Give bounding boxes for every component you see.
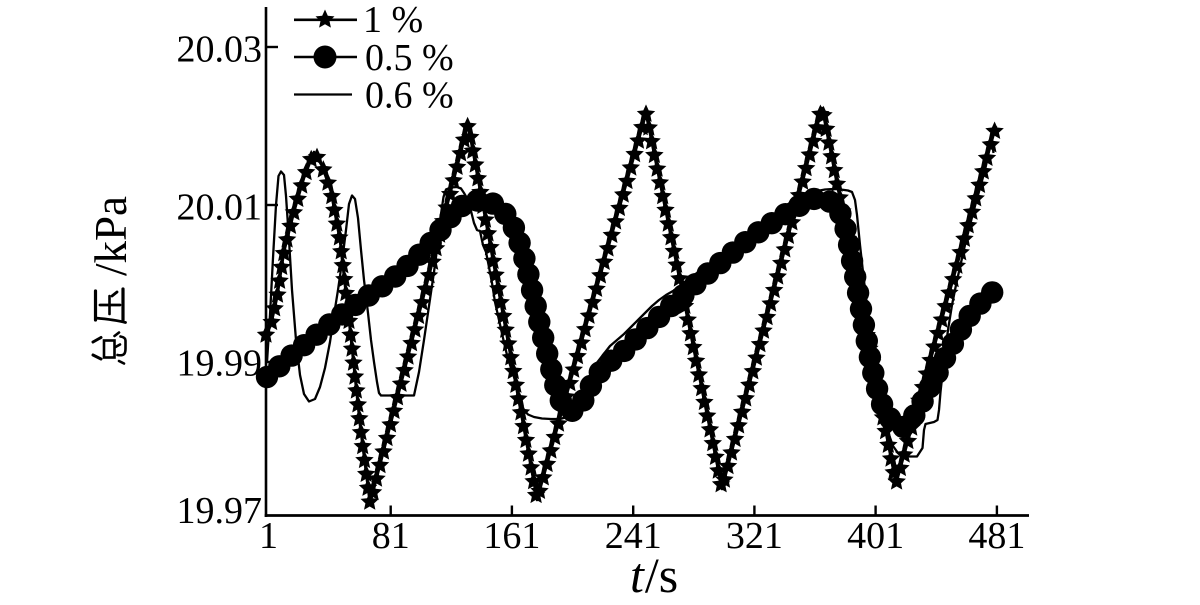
- svg-text:401: 401: [847, 515, 904, 557]
- svg-text:20.03: 20.03: [177, 29, 263, 71]
- svg-text:241: 241: [605, 515, 662, 557]
- svg-text:20.01: 20.01: [177, 187, 263, 229]
- svg-text:0.5 %: 0.5 %: [365, 37, 454, 79]
- svg-text:0.6 %: 0.6 %: [365, 75, 454, 117]
- svg-text:161: 161: [483, 515, 540, 557]
- svg-text:1 %: 1 %: [363, 0, 423, 41]
- svg-text:81: 81: [372, 515, 410, 557]
- svg-text:481: 481: [968, 515, 1025, 557]
- svg-text:19.97: 19.97: [177, 490, 263, 532]
- svg-text:1: 1: [259, 515, 278, 557]
- svg-text:/kPa: /kPa: [86, 196, 136, 276]
- svg-text:t/s: t/s: [630, 547, 678, 600]
- svg-text:19.99: 19.99: [177, 343, 263, 385]
- svg-text:321: 321: [726, 515, 783, 557]
